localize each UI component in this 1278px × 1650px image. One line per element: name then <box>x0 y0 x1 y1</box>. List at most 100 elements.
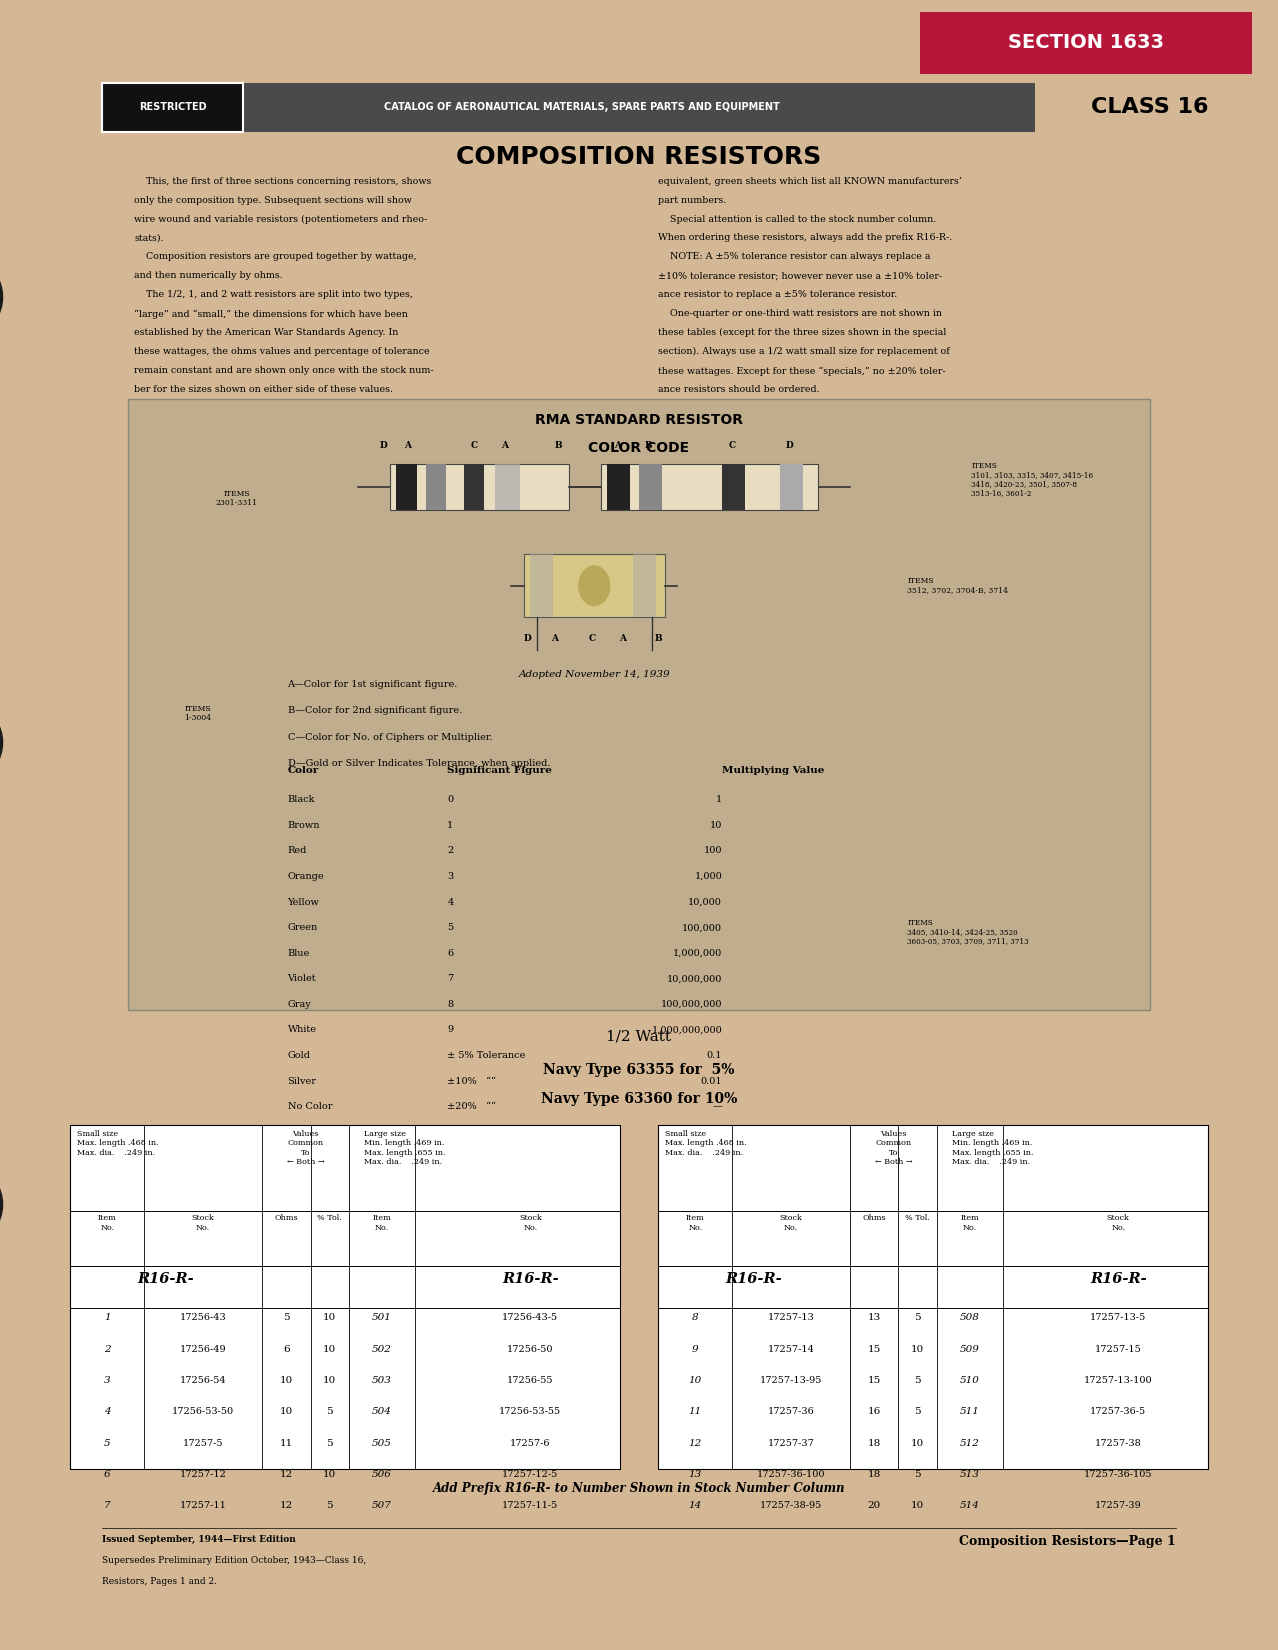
FancyBboxPatch shape <box>396 464 417 510</box>
Text: 5: 5 <box>326 1502 334 1510</box>
Text: 5: 5 <box>326 1407 334 1416</box>
Text: RESTRICTED: RESTRICTED <box>139 102 206 112</box>
Text: A: A <box>404 442 412 450</box>
Text: 17256-53-50: 17256-53-50 <box>173 1407 234 1416</box>
Text: these tables (except for the three sizes shown in the special: these tables (except for the three sizes… <box>658 328 947 338</box>
Text: SECTION 1633: SECTION 1633 <box>1008 33 1164 53</box>
Text: % Tol.: % Tol. <box>317 1214 343 1223</box>
Text: A: A <box>551 634 558 642</box>
Text: 503: 503 <box>372 1376 392 1384</box>
FancyBboxPatch shape <box>390 464 569 510</box>
Text: 20: 20 <box>868 1502 881 1510</box>
Text: 10: 10 <box>911 1439 924 1447</box>
Text: 7: 7 <box>104 1502 111 1510</box>
Text: 10: 10 <box>911 1502 924 1510</box>
Text: 3,000    “    Orange (3) Black  (0) Red     (X100): 3,000 “ Orange (3) Black (0) Red (X100) <box>288 1196 528 1204</box>
Text: This, the first of three sections concerning resistors, shows: This, the first of three sections concer… <box>134 177 432 185</box>
Text: Composition resistors are grouped together by wattage,: Composition resistors are grouped togeth… <box>134 252 417 261</box>
Text: Issued September, 1944—First Edition: Issued September, 1944—First Edition <box>102 1534 296 1543</box>
Text: 6: 6 <box>104 1470 111 1478</box>
Text: B: B <box>644 442 652 450</box>
Text: Gray: Gray <box>288 1000 312 1008</box>
Text: 17257-11: 17257-11 <box>180 1502 226 1510</box>
Text: 17257-15: 17257-15 <box>1095 1345 1141 1353</box>
Text: 17256-43: 17256-43 <box>180 1313 226 1322</box>
Text: 17256-54: 17256-54 <box>180 1376 226 1384</box>
Text: 0: 0 <box>447 795 454 804</box>
Text: Resistors, Pages 1 and 2.: Resistors, Pages 1 and 2. <box>102 1577 217 1586</box>
Text: 9: 9 <box>691 1345 699 1353</box>
Text: One-quarter or one-third watt resistors are not shown in: One-quarter or one-third watt resistors … <box>658 310 942 318</box>
Text: CLASS 16: CLASS 16 <box>1091 97 1209 117</box>
Text: 1: 1 <box>104 1313 111 1322</box>
Text: When ordering these resistors, always add the prefix R16-R-.: When ordering these resistors, always ad… <box>658 233 952 243</box>
Text: 504: 504 <box>372 1407 392 1416</box>
FancyBboxPatch shape <box>495 464 520 510</box>
Text: 509: 509 <box>960 1345 980 1353</box>
Text: 1,000,000: 1,000,000 <box>672 949 722 957</box>
Circle shape <box>0 710 3 776</box>
Text: 512: 512 <box>960 1439 980 1447</box>
Text: ±20%   ““: ±20% ““ <box>447 1102 496 1110</box>
Text: 13: 13 <box>689 1470 702 1478</box>
Text: 10: 10 <box>709 820 722 830</box>
Text: 17256-53-55: 17256-53-55 <box>500 1407 561 1416</box>
Text: Item
No.: Item No. <box>686 1214 704 1231</box>
Text: 5: 5 <box>914 1376 921 1384</box>
Text: 10: 10 <box>280 1376 293 1384</box>
FancyBboxPatch shape <box>102 82 243 132</box>
Text: 507: 507 <box>372 1502 392 1510</box>
Text: Red: Red <box>288 846 307 855</box>
Text: 17257-5: 17257-5 <box>183 1439 224 1447</box>
Circle shape <box>0 1172 3 1238</box>
Text: part numbers.: part numbers. <box>658 195 727 205</box>
Text: Values
Common
To
← Both →: Values Common To ← Both → <box>286 1130 325 1167</box>
Text: 8: 8 <box>691 1313 699 1322</box>
Text: 17257-37: 17257-37 <box>768 1439 814 1447</box>
Text: COMPOSITION RESISTORS: COMPOSITION RESISTORS <box>456 145 822 168</box>
Text: D: D <box>380 442 387 450</box>
Text: section). Always use a 1/2 watt small size for replacement of: section). Always use a 1/2 watt small si… <box>658 348 950 356</box>
Text: Adopted November 14, 1939: Adopted November 14, 1939 <box>519 670 670 678</box>
Text: 17257-11-5: 17257-11-5 <box>502 1502 558 1510</box>
FancyBboxPatch shape <box>633 554 656 617</box>
Text: 3: 3 <box>104 1376 111 1384</box>
Text: Significant Figure: Significant Figure <box>447 766 552 774</box>
Text: C—Color for No. of Ciphers or Multiplier.: C—Color for No. of Ciphers or Multiplier… <box>288 733 492 741</box>
Text: CATALOG OF AERONAUTICAL MATERIALS, SPARE PARTS AND EQUIPMENT: CATALOG OF AERONAUTICAL MATERIALS, SPARE… <box>383 102 780 112</box>
Text: 5: 5 <box>326 1439 334 1447</box>
Text: 1: 1 <box>716 795 722 804</box>
Text: 17257-38-95: 17257-38-95 <box>760 1502 822 1510</box>
Text: Supersedes Preliminary Edition October, 1943—Class 16,: Supersedes Preliminary Edition October, … <box>102 1556 367 1564</box>
Text: Stock
No.: Stock No. <box>519 1214 542 1231</box>
Text: 43,000 ohms  Yellow (4) Orange (3) Orange (X1000): 43,000 ohms Yellow (4) Orange (3) Orange… <box>288 1172 546 1180</box>
Text: Navy Type 63355 for  5%: Navy Type 63355 for 5% <box>543 1063 735 1076</box>
Text: 3.3    “    Orange (3) Orange (3) Gold    (0.1): 3.3 “ Orange (3) Orange (3) Gold (0.1) <box>288 1221 524 1229</box>
Text: ber for the sizes shown on either side of these values.: ber for the sizes shown on either side o… <box>134 386 394 394</box>
Text: remain constant and are shown only once with the stock num-: remain constant and are shown only once … <box>134 366 433 375</box>
Text: these wattages. Except for these “specials,” no ±20% toler-: these wattages. Except for these “specia… <box>658 366 946 376</box>
Text: ance resistor to replace a ±5% tolerance resistor.: ance resistor to replace a ±5% tolerance… <box>658 290 897 299</box>
Text: Blue: Blue <box>288 949 311 957</box>
Text: established by the American War Standards Agency. In: established by the American War Standard… <box>134 328 399 337</box>
Text: Large size
Min. length .469 in.
Max. length .655 in.
Max. dia.    .249 in.: Large size Min. length .469 in. Max. len… <box>364 1130 446 1167</box>
FancyBboxPatch shape <box>722 464 745 510</box>
Text: 10: 10 <box>689 1376 702 1384</box>
Text: 17256-43-5: 17256-43-5 <box>502 1313 558 1322</box>
Text: NOTE: A ±5% tolerance resistor can always replace a: NOTE: A ±5% tolerance resistor can alway… <box>658 252 930 261</box>
Text: 17257-13-95: 17257-13-95 <box>760 1376 822 1384</box>
Text: 17257-14: 17257-14 <box>768 1345 814 1353</box>
Text: Stock
No.: Stock No. <box>192 1214 215 1231</box>
Text: 17257-13-5: 17257-13-5 <box>1090 1313 1146 1322</box>
Text: and then numerically by ohms.: and then numerically by ohms. <box>134 271 282 281</box>
Text: 506: 506 <box>372 1470 392 1478</box>
Circle shape <box>579 566 610 606</box>
Text: 4: 4 <box>104 1407 111 1416</box>
Text: 17257-39: 17257-39 <box>1095 1502 1141 1510</box>
Text: Navy Type 63360 for 10%: Navy Type 63360 for 10% <box>541 1092 737 1106</box>
Text: The 1/2, 1, and 2 watt resistors are split into two types,: The 1/2, 1, and 2 watt resistors are spl… <box>134 290 413 299</box>
Text: White: White <box>288 1026 317 1035</box>
Text: 17257-36-105: 17257-36-105 <box>1084 1470 1153 1478</box>
Text: 1,000: 1,000 <box>694 871 722 881</box>
Text: 17257-12-5: 17257-12-5 <box>502 1470 558 1478</box>
